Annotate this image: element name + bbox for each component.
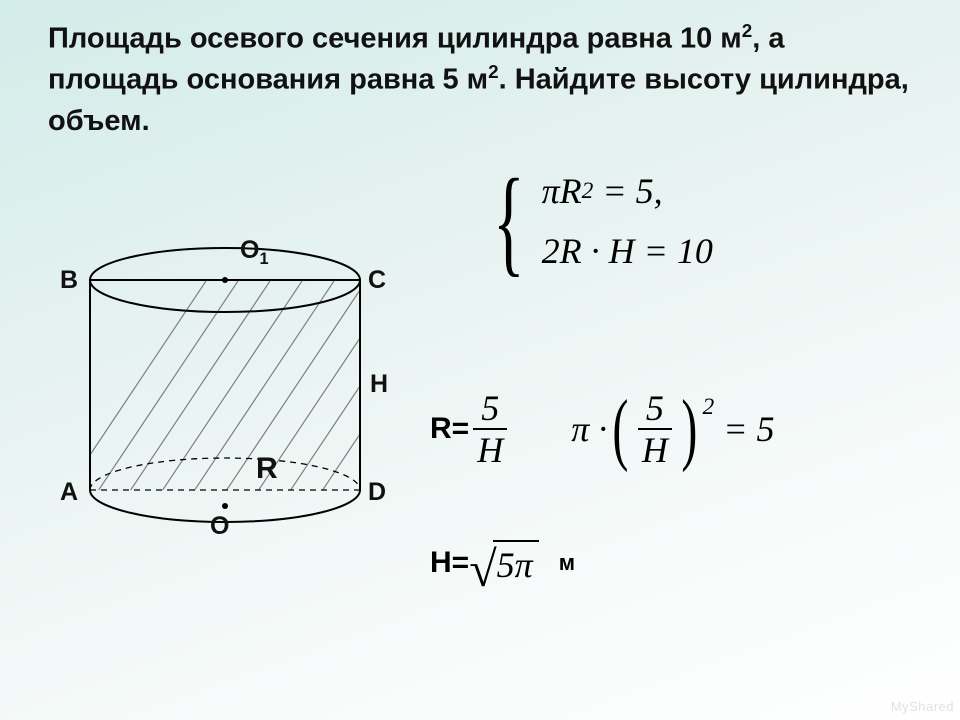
label-O: O xyxy=(210,512,229,541)
right-paren-icon: ) xyxy=(681,405,697,453)
equation-system: { πR2 = 5, 2R · H = 10 xyxy=(480,170,940,272)
problem-statement: Площадь осевого сечения цилиндра равна 1… xyxy=(48,18,920,141)
R-equals-label: R= xyxy=(430,412,469,446)
radical-icon: √ xyxy=(469,554,496,584)
label-D: D xyxy=(368,478,386,507)
label-R: R xyxy=(256,452,278,486)
fraction-5-over-H: 5 H xyxy=(473,390,507,468)
pi-dot: π · xyxy=(571,408,607,450)
label-O1: O1 xyxy=(240,236,269,269)
fraction-5-over-H-2: 5 H xyxy=(638,390,672,468)
eq2-rhs: = 10 xyxy=(644,230,713,272)
equation-row-2: R= 5 H π · ( 5 H ) 2 = 5 xyxy=(430,390,775,468)
sqrt-expression: √ 5π xyxy=(469,540,539,586)
eq1-lhs: πR xyxy=(542,170,582,212)
paren-exp: 2 xyxy=(703,394,715,421)
label-H: Н xyxy=(370,370,388,399)
problem-sup-1: 2 xyxy=(742,20,752,41)
H-equals-label: H= xyxy=(430,546,469,580)
eq-rhs-5: = 5 xyxy=(723,408,774,450)
eq1-exp: 2 xyxy=(582,178,594,205)
label-C: C xyxy=(368,266,386,295)
cylinder-svg xyxy=(70,230,390,570)
eq2-lhs: 2R · H xyxy=(542,230,635,272)
label-B: B xyxy=(60,266,78,295)
brace-icon: { xyxy=(493,173,525,269)
eq1-rhs: = 5, xyxy=(602,170,662,212)
problem-text-1: Площадь осевого сечения цилиндра равна 1… xyxy=(48,23,742,55)
problem-sup-2: 2 xyxy=(488,61,498,82)
unit-m: м xyxy=(559,550,575,576)
equation-row-3: H= √ 5π м xyxy=(430,540,575,586)
left-paren-icon: ( xyxy=(613,405,629,453)
cylinder-diagram: B C A D Н O1 O R xyxy=(70,230,390,590)
watermark: MyShared xyxy=(891,699,954,714)
label-A: A xyxy=(60,478,78,507)
